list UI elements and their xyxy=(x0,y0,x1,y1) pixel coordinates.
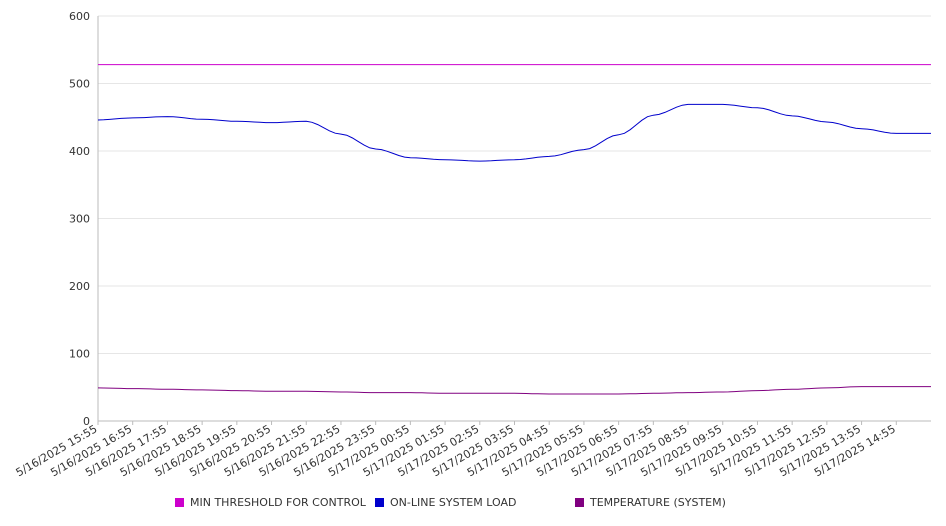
gridlines xyxy=(98,15,931,422)
y-tick-label: 200 xyxy=(69,280,90,293)
legend-label: ON-LINE SYSTEM LOAD xyxy=(390,496,517,509)
series-line-system-load xyxy=(97,103,931,162)
legend-label: TEMPERATURE (SYSTEM) xyxy=(590,496,726,509)
legend-label: MIN THRESHOLD FOR CONTROL xyxy=(190,496,366,509)
legend-swatch xyxy=(175,498,184,507)
legend-swatch xyxy=(575,498,584,507)
legend-swatch xyxy=(375,498,384,507)
y-axis: 0 100 200 300 400 500 600 xyxy=(69,10,99,428)
y-tick-label: 300 xyxy=(69,213,90,226)
y-tick-label: 400 xyxy=(69,145,90,158)
series-lines xyxy=(97,64,931,395)
legend-item-min-threshold: MIN THRESHOLD FOR CONTROL xyxy=(175,496,366,509)
y-tick-label: 0 xyxy=(83,415,90,428)
legend-item-temperature: TEMPERATURE (SYSTEM) xyxy=(575,496,726,509)
x-axis: 5/16/2025 15:555/16/2025 16:555/16/2025 … xyxy=(14,421,898,479)
series-line-temperature xyxy=(97,386,931,395)
legend: MIN THRESHOLD FOR CONTROL ON-LINE SYSTEM… xyxy=(0,496,946,516)
y-tick-label: 500 xyxy=(69,78,90,91)
y-tick-label: 100 xyxy=(69,348,90,361)
legend-item-system-load: ON-LINE SYSTEM LOAD xyxy=(375,496,516,509)
y-tick-label: 600 xyxy=(69,10,90,23)
